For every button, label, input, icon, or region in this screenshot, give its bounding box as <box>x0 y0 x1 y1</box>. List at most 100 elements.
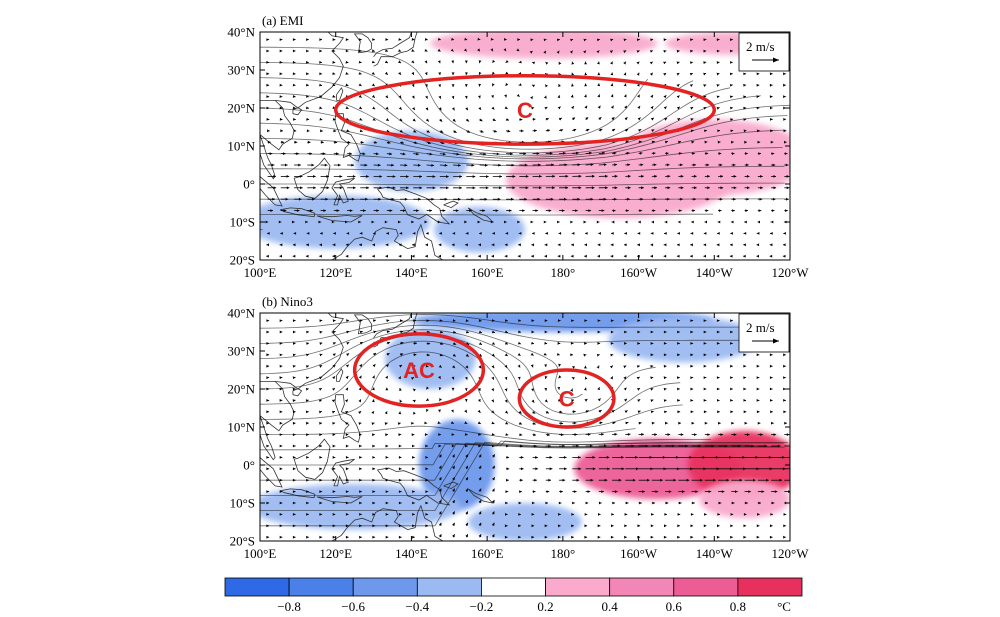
wind-vector-head <box>518 106 521 110</box>
wind-vector-head <box>322 152 326 156</box>
wind-vector-head <box>690 118 694 121</box>
wind-vector-head <box>663 50 667 53</box>
lat-tick-label: 30°N <box>227 63 255 78</box>
coastline <box>334 394 361 443</box>
wind-vector-head <box>424 421 428 425</box>
wind-vector-head <box>730 106 733 110</box>
wind-vector-head <box>666 163 670 167</box>
wind-vector-head <box>575 209 578 212</box>
wind-vector-head <box>653 163 657 167</box>
wind-vector-head <box>412 243 415 247</box>
wind-vector-head <box>319 330 323 334</box>
wind-vector-head <box>560 433 564 437</box>
wind-vector-head <box>624 105 627 109</box>
wind-vector-head <box>557 254 561 258</box>
wind-vector-head <box>690 399 694 402</box>
wind-vector-head <box>597 254 600 258</box>
wind-vector-head <box>552 186 555 190</box>
wind-vector-head <box>465 477 468 481</box>
wind-vector-head <box>663 342 667 345</box>
wind-vector-head <box>372 364 376 368</box>
wind-vector-head <box>611 220 615 224</box>
lon-tick-label: 160°W <box>620 265 658 280</box>
wind-vector-head <box>451 254 455 258</box>
wind-vector-head <box>318 388 322 391</box>
wind-vector-head <box>477 37 481 41</box>
wind-vector-head <box>716 330 720 334</box>
wind-vector-head <box>266 106 270 110</box>
wind-vector-head <box>636 50 640 53</box>
wind-vector-head <box>378 197 381 201</box>
wind-vector-head <box>371 71 375 75</box>
wind-vector-head <box>269 152 273 156</box>
wind-vector-head <box>283 209 287 212</box>
wind-vector-head <box>758 501 761 505</box>
wind-vector-head <box>372 524 376 528</box>
wind-vector-head <box>603 197 607 201</box>
wind-vector-head <box>492 83 495 87</box>
wind-vector-head <box>677 524 680 528</box>
wind-vector-head <box>398 535 402 539</box>
wind-vector-head <box>662 456 666 459</box>
wind-vector-head <box>306 83 309 87</box>
wind-vector-head <box>791 445 794 448</box>
wind-vector-head <box>372 387 375 391</box>
wind-vector-head <box>504 524 508 528</box>
wind-vector-head <box>332 478 336 482</box>
lat-tick-label: 30°N <box>227 344 255 359</box>
wind-vector-head <box>627 186 631 190</box>
wind-vector-head <box>689 73 693 76</box>
wind-vector-head <box>530 364 534 368</box>
wind-vector-head <box>358 72 362 75</box>
wind-vector-head <box>306 232 310 235</box>
coastline <box>260 313 344 390</box>
wind-vector-head <box>292 38 296 41</box>
wind-vector-head <box>426 409 429 412</box>
wind-vector-head <box>596 38 600 42</box>
wind-vector-head <box>319 72 322 75</box>
wind-vector-head <box>266 513 270 516</box>
wind-vector-head <box>677 387 680 391</box>
wind-vector-head <box>349 152 352 156</box>
wind-vector-head <box>610 72 614 76</box>
wind-vector-head <box>376 209 379 212</box>
wind-vector-head <box>431 163 434 167</box>
wind-vector-head <box>703 330 707 334</box>
streamline <box>260 314 790 329</box>
wind-vector-head <box>676 84 680 87</box>
wind-vector-head <box>743 535 747 539</box>
wind-vector-head <box>743 364 747 368</box>
wind-vector-head <box>345 535 349 539</box>
wind-vector-head <box>452 522 455 526</box>
coastline <box>260 456 283 488</box>
wind-vector-head <box>385 501 389 505</box>
wind-vector-head <box>464 398 468 402</box>
wind-vector-head <box>358 83 362 86</box>
wind-vector-head <box>385 478 389 482</box>
wind-vector-head <box>663 106 667 110</box>
wind-vector-head <box>411 83 415 87</box>
wind-vector-head <box>746 197 749 201</box>
wind-vector-head <box>478 60 482 64</box>
wind-vector-head <box>690 129 694 133</box>
colorbar-tick-label: −0.6 <box>341 599 365 614</box>
wind-vector-head <box>442 209 446 212</box>
wind-vector-head <box>504 106 508 109</box>
wind-vector-head <box>625 501 629 505</box>
wind-vector-head <box>783 106 786 110</box>
wind-vector-head <box>452 488 455 492</box>
anomaly-region <box>384 328 476 389</box>
wind-vector-head <box>543 38 547 42</box>
panel-b-reference-vector: 2 m/s <box>738 313 790 353</box>
wind-vector-head <box>412 501 415 505</box>
wind-vector-head <box>371 399 375 403</box>
wind-vector-head <box>345 72 349 75</box>
wind-vector-head <box>782 467 786 471</box>
wind-vector-head <box>266 95 270 98</box>
wind-vector-head <box>531 319 535 322</box>
wind-vector-head <box>411 37 415 41</box>
wind-vector-head <box>324 163 328 167</box>
coastline <box>292 107 303 116</box>
wind-vector-head <box>783 376 786 379</box>
